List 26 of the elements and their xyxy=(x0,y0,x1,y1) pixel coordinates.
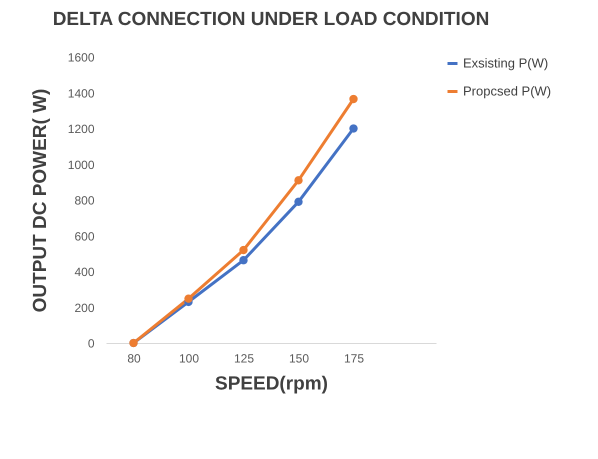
legend-label: Propcsed P(W) xyxy=(463,84,552,98)
y-tick-label: 1200 xyxy=(68,122,95,136)
point xyxy=(349,124,358,133)
point xyxy=(294,198,303,206)
point xyxy=(294,176,303,185)
chart-title: DELTA CONNECTION UNDER LOAD CONDITION xyxy=(52,9,490,30)
x-tick-label: 100 xyxy=(178,352,200,366)
y-tick-label: 800 xyxy=(74,194,95,208)
point xyxy=(349,94,358,104)
y-tick-label: 1400 xyxy=(68,86,95,100)
legend-label: Exsisting P(W) xyxy=(463,56,548,70)
y-axis-title: OUTPUT DC POWER( W) xyxy=(30,88,51,312)
point xyxy=(239,246,248,254)
x-tick-label: 125 xyxy=(234,352,254,366)
y-tick-label: 1000 xyxy=(68,158,95,172)
y-tick-label: 600 xyxy=(74,229,95,244)
y-tick-label: 400 xyxy=(74,265,95,279)
y-tick-label: 1600 xyxy=(68,50,95,64)
x-tick-label: 80 xyxy=(127,352,141,366)
point xyxy=(239,256,248,264)
point xyxy=(184,294,193,303)
x-tick-label: 175 xyxy=(344,352,364,366)
y-tick-label: 0 xyxy=(88,336,95,350)
x-tick-label: 150 xyxy=(288,352,310,366)
x-axis-title: SPEED(rpm) xyxy=(215,374,328,394)
y-tick-label: 200 xyxy=(74,300,95,315)
